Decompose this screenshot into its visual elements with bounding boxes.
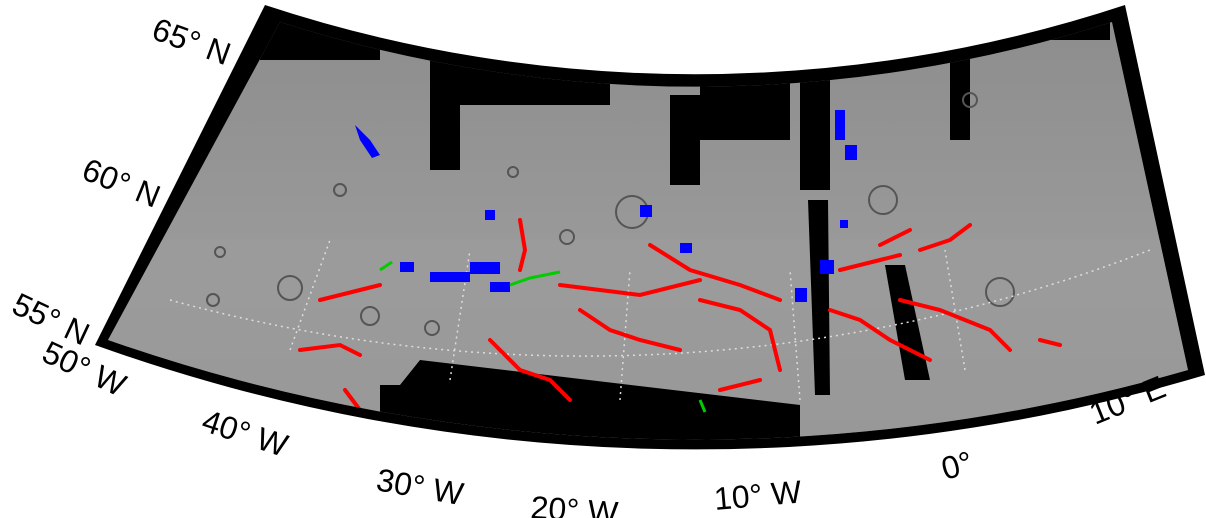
- longitude-label: 20° W: [530, 489, 621, 518]
- longitude-label: 10° W: [712, 473, 803, 517]
- longitude-label: 40° W: [198, 402, 293, 464]
- latitude-label: 65° N: [148, 11, 236, 72]
- latitude-label: 60° N: [77, 151, 165, 214]
- longitude-label: 30° W: [374, 461, 467, 512]
- longitude-label: 0°: [937, 444, 976, 487]
